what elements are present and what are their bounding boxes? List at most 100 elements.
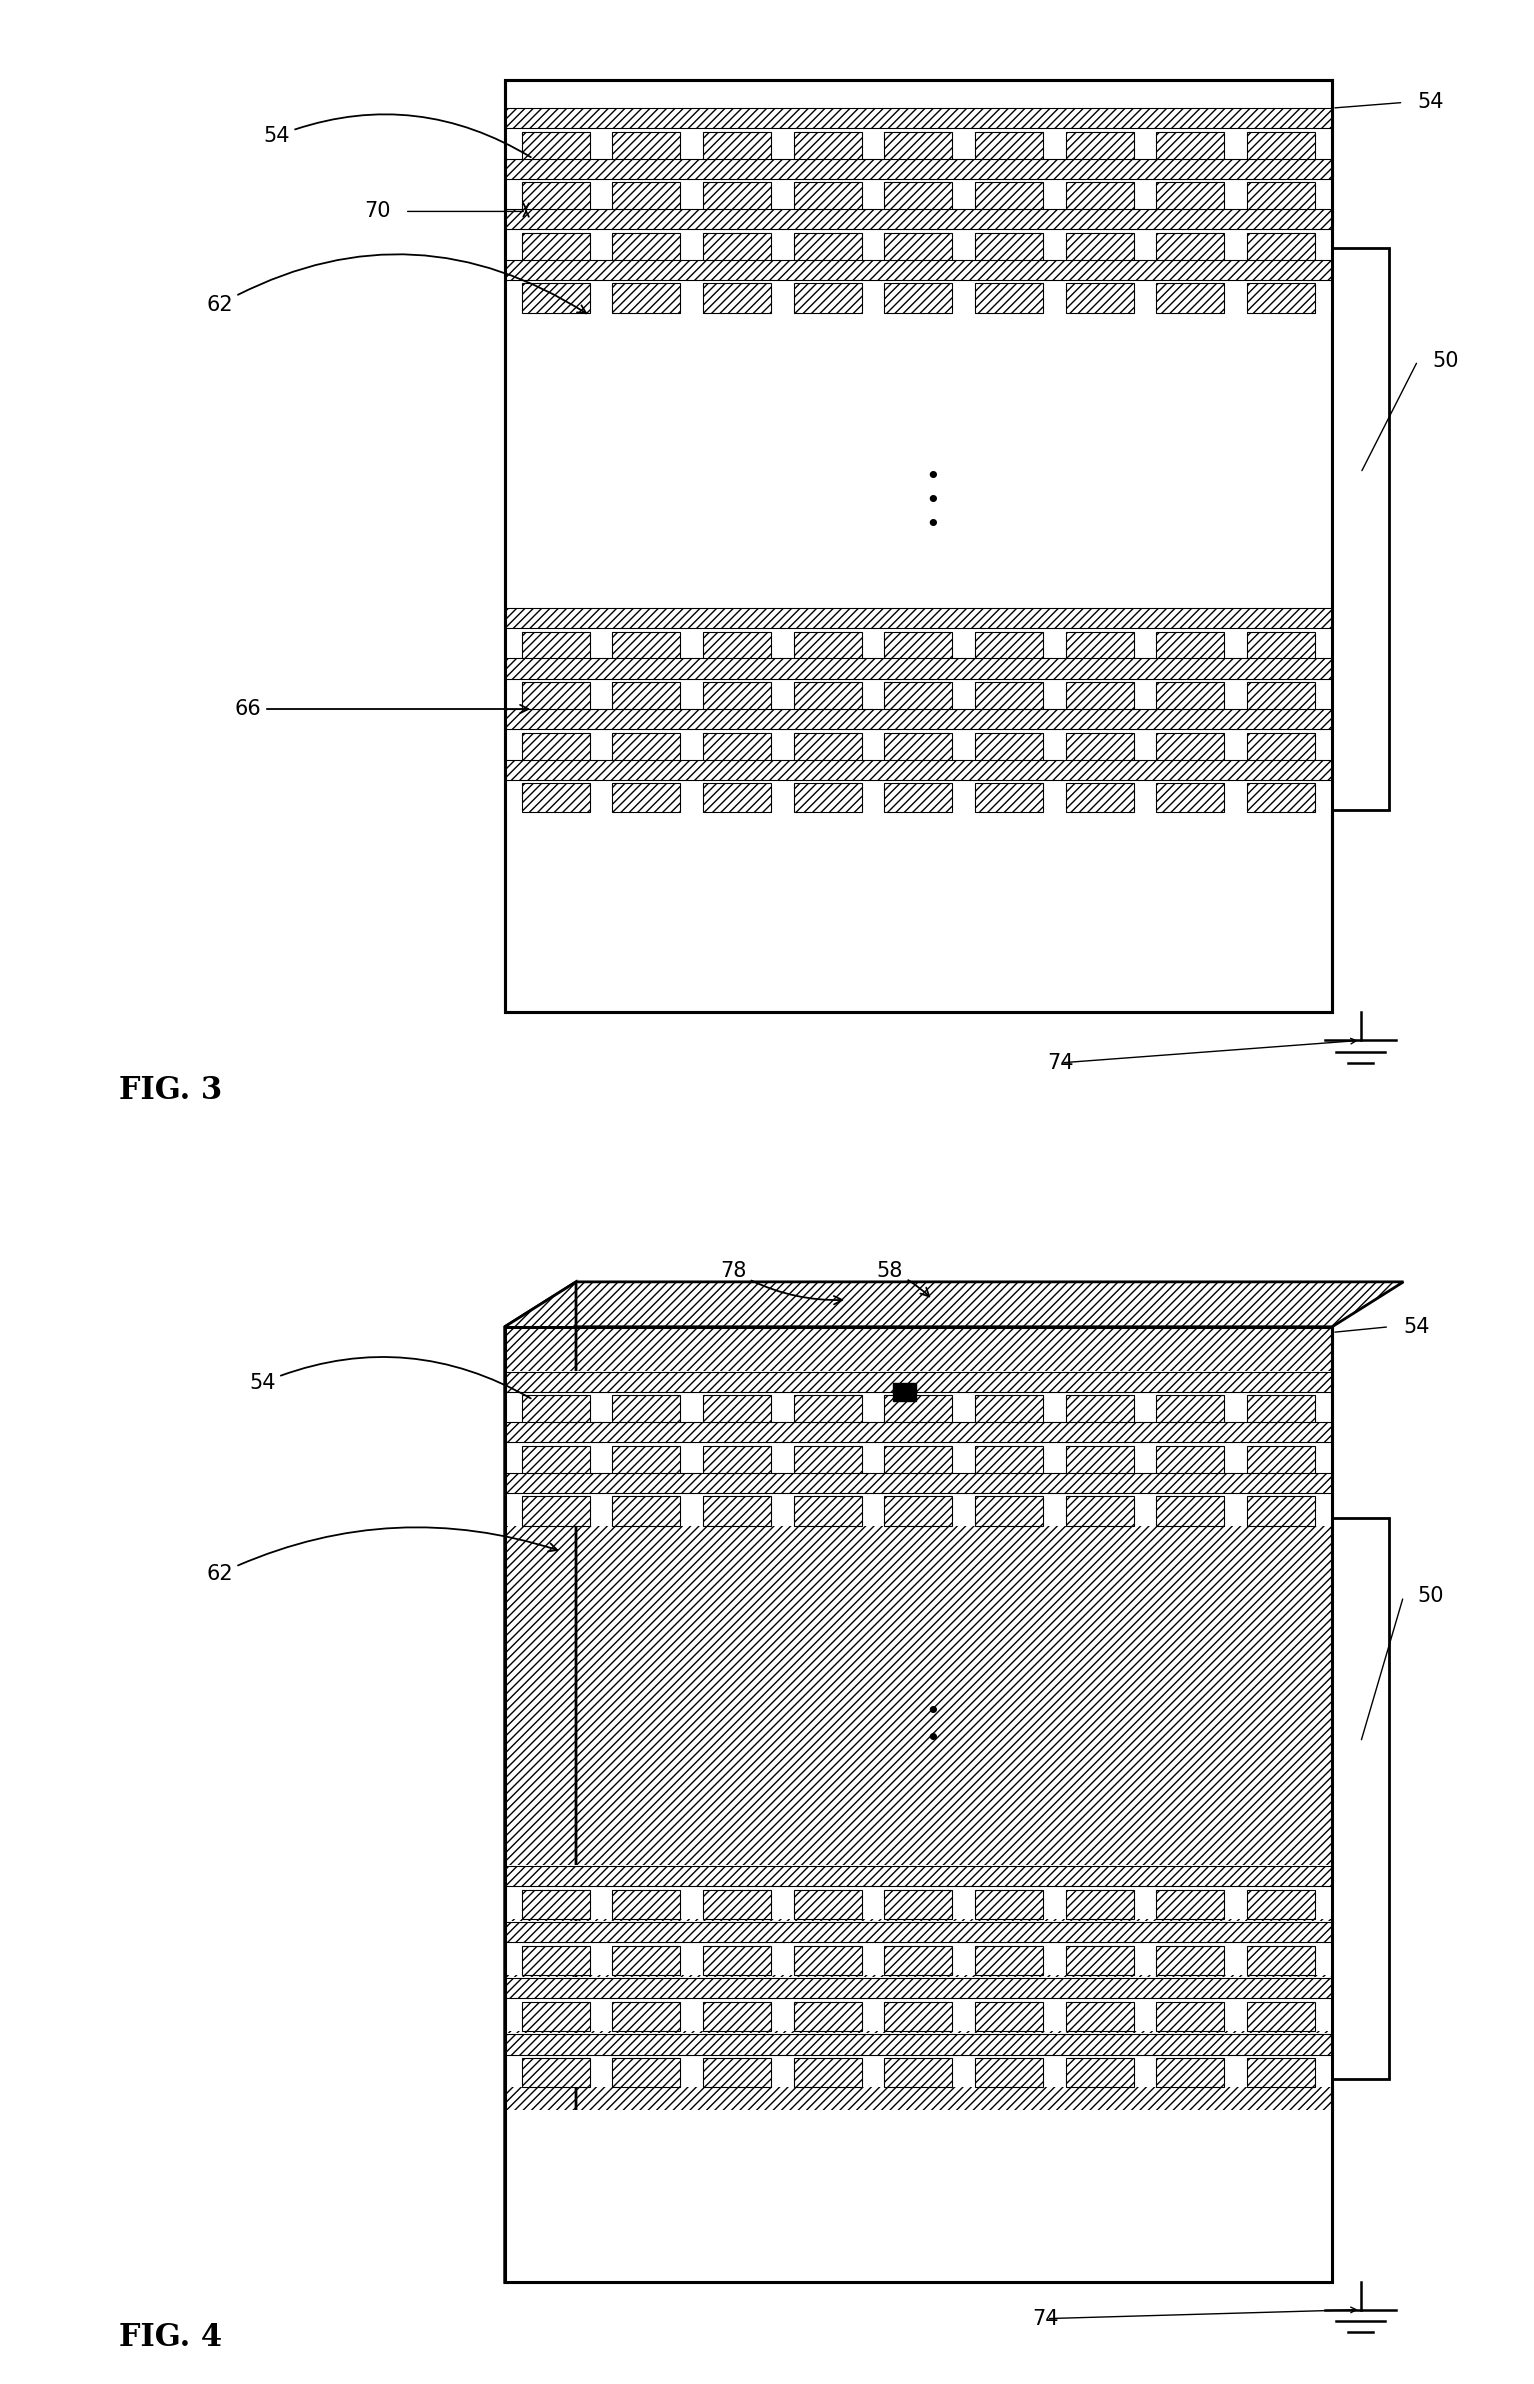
Bar bbox=[885, 1891, 953, 1919]
Bar bbox=[793, 632, 862, 660]
Bar bbox=[505, 2034, 1332, 2088]
Bar bbox=[793, 784, 862, 813]
Bar bbox=[976, 1891, 1043, 1919]
Bar bbox=[505, 81, 1332, 1013]
Bar bbox=[612, 284, 680, 312]
Bar bbox=[1247, 1497, 1315, 1526]
Bar bbox=[793, 1395, 862, 1426]
Bar bbox=[505, 1371, 1332, 1426]
Bar bbox=[1157, 1497, 1224, 1526]
Bar bbox=[505, 1979, 1332, 1998]
Bar bbox=[1066, 1497, 1134, 1526]
Bar bbox=[976, 632, 1043, 660]
Bar bbox=[793, 1445, 862, 1476]
Bar bbox=[522, 1445, 589, 1476]
Bar bbox=[505, 2034, 1332, 2055]
Bar bbox=[522, 131, 589, 160]
Bar bbox=[793, 131, 862, 160]
Bar bbox=[612, 131, 680, 160]
Bar bbox=[1066, 284, 1134, 312]
Bar bbox=[505, 760, 1332, 780]
Bar bbox=[976, 234, 1043, 262]
Bar bbox=[505, 1471, 1332, 1526]
Bar bbox=[703, 1395, 772, 1426]
Bar bbox=[703, 1445, 772, 1476]
Bar bbox=[1332, 248, 1390, 811]
Text: 54: 54 bbox=[1404, 1316, 1430, 1337]
Bar bbox=[885, 1945, 953, 1974]
Bar bbox=[1247, 131, 1315, 160]
Bar bbox=[612, 1445, 680, 1476]
Text: 54: 54 bbox=[264, 114, 531, 157]
Bar bbox=[612, 1945, 680, 1974]
Bar bbox=[505, 708, 1332, 763]
Bar bbox=[703, 1891, 772, 1919]
Bar bbox=[976, 1395, 1043, 1426]
Text: •
•
•: • • • bbox=[925, 465, 940, 536]
Text: 66: 66 bbox=[235, 699, 528, 720]
Bar bbox=[976, 2057, 1043, 2088]
Bar bbox=[1247, 682, 1315, 710]
Bar bbox=[976, 1497, 1043, 1526]
Bar bbox=[976, 2003, 1043, 2031]
Bar bbox=[793, 234, 862, 262]
Bar bbox=[1066, 131, 1134, 160]
Bar bbox=[703, 1945, 772, 1974]
Bar bbox=[885, 732, 953, 763]
Bar bbox=[1157, 732, 1224, 763]
Bar bbox=[522, 1945, 589, 1974]
Bar bbox=[1157, 1891, 1224, 1919]
Bar bbox=[612, 181, 680, 212]
Bar bbox=[1066, 1445, 1134, 1476]
Bar bbox=[1247, 632, 1315, 660]
Bar bbox=[885, 784, 953, 813]
Bar bbox=[976, 732, 1043, 763]
Bar bbox=[505, 708, 1332, 730]
Bar bbox=[703, 682, 772, 710]
Bar bbox=[703, 234, 772, 262]
Bar bbox=[885, 2003, 953, 2031]
Bar bbox=[505, 608, 1332, 627]
Bar bbox=[1157, 682, 1224, 710]
Bar bbox=[1332, 1519, 1390, 2079]
Bar bbox=[1157, 284, 1224, 312]
Text: 54: 54 bbox=[1417, 93, 1443, 112]
Bar bbox=[703, 284, 772, 312]
Bar bbox=[1247, 181, 1315, 212]
Bar bbox=[505, 81, 1332, 1013]
Bar bbox=[505, 107, 1332, 160]
Bar bbox=[885, 181, 953, 212]
Bar bbox=[1247, 234, 1315, 262]
Text: 70: 70 bbox=[364, 200, 391, 222]
Text: 50: 50 bbox=[1417, 1585, 1443, 1607]
Bar bbox=[885, 632, 953, 660]
Bar bbox=[522, 732, 589, 763]
Bar bbox=[505, 1864, 1332, 1919]
Bar bbox=[1066, 1891, 1134, 1919]
Text: FIG. 4: FIG. 4 bbox=[120, 2322, 222, 2353]
Text: FIG. 3: FIG. 3 bbox=[120, 1075, 222, 1106]
Bar bbox=[1157, 1395, 1224, 1426]
Bar bbox=[793, 2057, 862, 2088]
Bar bbox=[893, 1383, 916, 1402]
Bar bbox=[522, 2003, 589, 2031]
Bar bbox=[885, 1445, 953, 1476]
Bar bbox=[505, 160, 1332, 179]
Bar bbox=[1247, 284, 1315, 312]
Bar bbox=[505, 207, 1332, 262]
Bar bbox=[1066, 2003, 1134, 2031]
Bar bbox=[612, 1497, 680, 1526]
Bar bbox=[1247, 2057, 1315, 2088]
Bar bbox=[1157, 131, 1224, 160]
Bar bbox=[885, 284, 953, 312]
Bar bbox=[1066, 181, 1134, 212]
Bar bbox=[1247, 1945, 1315, 1974]
Bar bbox=[522, 234, 589, 262]
Bar bbox=[522, 1891, 589, 1919]
Bar bbox=[505, 1867, 1332, 1886]
Bar bbox=[1157, 2003, 1224, 2031]
Bar bbox=[1157, 181, 1224, 212]
Bar bbox=[505, 210, 1332, 229]
Bar bbox=[885, 2057, 953, 2088]
Bar bbox=[1066, 2057, 1134, 2088]
